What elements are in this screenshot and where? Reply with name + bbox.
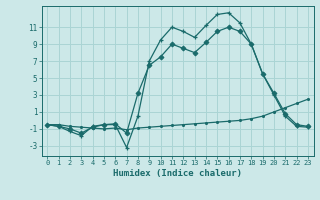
X-axis label: Humidex (Indice chaleur): Humidex (Indice chaleur) — [113, 169, 242, 178]
